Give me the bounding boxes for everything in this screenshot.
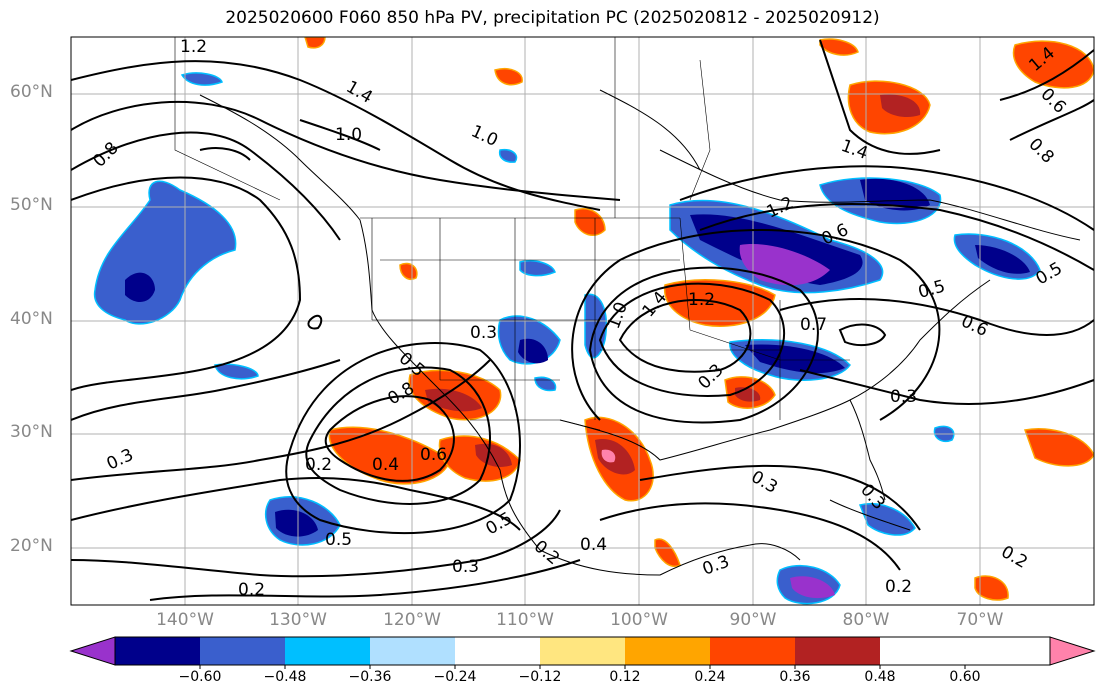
colorbar-segment xyxy=(200,637,285,665)
map-frame xyxy=(70,36,1095,606)
lat-label: 30°N xyxy=(10,422,53,442)
contour-label: 0.5 xyxy=(325,530,352,550)
contour-label: 0.7 xyxy=(800,315,827,335)
lon-label: 80°W xyxy=(842,610,890,630)
lon-label: 110°W xyxy=(496,610,554,630)
political-borders xyxy=(174,37,850,431)
colorbar-tick-label: −0.24 xyxy=(433,669,477,685)
contour-label: 0.4 xyxy=(580,535,607,555)
contour-label: 0.2 xyxy=(305,455,332,475)
colorbar-high-extension xyxy=(1049,636,1096,666)
map-layers xyxy=(71,37,1094,605)
colorbar-tick-label: −0.12 xyxy=(518,669,562,685)
coastlines xyxy=(199,89,1081,576)
lat-label: 20°N xyxy=(10,536,53,556)
colorbar-tick-label: −0.36 xyxy=(348,669,392,685)
colorbar xyxy=(69,636,1096,669)
colorbar-segment xyxy=(455,637,540,665)
colorbar-segment xyxy=(285,637,370,665)
lon-label: 100°W xyxy=(610,610,668,630)
lon-label: 90°W xyxy=(729,610,777,630)
contour-label: 0.3 xyxy=(890,387,917,407)
contour-label: 1.0 xyxy=(335,125,362,145)
graticule xyxy=(71,37,1094,605)
figure-title: 2025020600 F060 850 hPa PV, precipitatio… xyxy=(225,8,880,28)
contour-label: 0.2 xyxy=(238,580,265,600)
colorbar-tick-label: 0.36 xyxy=(779,669,811,685)
lon-label: 140°W xyxy=(156,610,214,630)
contour-label: 0.3 xyxy=(470,323,497,343)
colorbar-segment xyxy=(710,637,795,665)
lon-label: 130°W xyxy=(269,610,327,630)
lon-label: 70°W xyxy=(956,610,1004,630)
colorbar-tick-label: 0.12 xyxy=(609,669,641,685)
lat-label: 50°N xyxy=(10,195,53,215)
colorbar-segment xyxy=(795,637,880,665)
lon-label: 120°W xyxy=(383,610,441,630)
colorbar-frame xyxy=(114,636,1051,666)
colorbar-segment xyxy=(115,637,200,665)
contour-label: 0.3 xyxy=(452,557,479,577)
colorbar-tick-label: 0.24 xyxy=(694,669,726,685)
colorbar-segment xyxy=(370,637,455,665)
colorbar-segment xyxy=(625,637,710,665)
colorbar-segment xyxy=(540,637,625,665)
colorbar-tick-label: 0.48 xyxy=(864,669,896,685)
pv-contours xyxy=(71,39,1094,601)
colorbar-tick-label: 0.60 xyxy=(949,669,981,685)
lat-label: 40°N xyxy=(10,309,53,329)
lat-label: 60°N xyxy=(10,82,53,102)
contour-label: 1.2 xyxy=(180,37,207,57)
colorbar-low-extension xyxy=(69,636,116,666)
contour-label: 0.6 xyxy=(420,445,447,465)
colorbar-tick-label: −0.60 xyxy=(178,669,222,685)
contour-label: 0.4 xyxy=(372,455,399,475)
colorbar-tick-label: −0.48 xyxy=(263,669,307,685)
contour-label: 0.2 xyxy=(885,577,912,597)
contour-label: 1.2 xyxy=(688,290,715,310)
